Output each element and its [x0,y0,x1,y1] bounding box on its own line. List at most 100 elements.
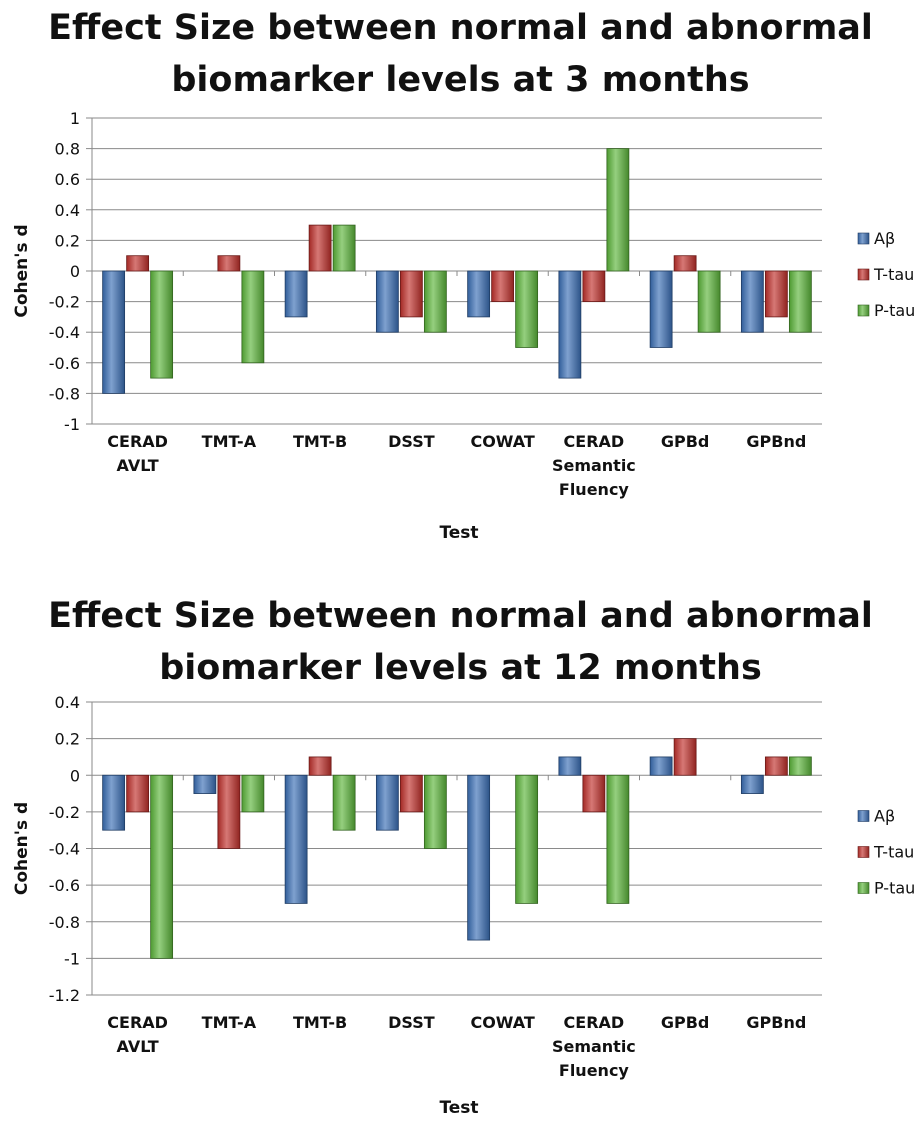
category-label: Fluency [559,480,630,499]
bar-ttau-6 [673,738,697,776]
bar-ttau-1 [217,255,241,272]
y-tick-label: 1 [70,109,80,128]
bar-a-6 [649,270,673,348]
category-label: Semantic [552,456,636,475]
category-label: TMT-B [293,1013,347,1032]
chart-title: Effect Size between normal and abnormal … [0,2,921,106]
legend-label: T-tau [873,843,914,862]
legend-swatch [857,304,870,317]
category-label: TMT-B [293,432,347,451]
category-label: COWAT [470,1013,534,1032]
bar-ptau-3 [423,270,447,333]
legend-label: Aβ [874,229,895,248]
category-label: GPBd [661,432,710,451]
bar-ttau-3 [399,774,423,813]
bar-ptau-0 [150,774,174,959]
y-axis-title: Cohen's d [12,224,32,317]
bar-a-5 [558,756,582,776]
y-tick-label: 0.8 [55,140,80,159]
bar-ttau-7 [764,270,788,318]
y-tick-label: 0.2 [55,231,80,250]
legend-label: P-tau [874,301,915,320]
legend-swatch [857,268,870,281]
y-tick-label: 0.4 [55,201,80,220]
bar-ttau-2 [308,756,332,776]
y-tick-label: 0.2 [55,730,80,749]
y-tick-label: -0.8 [49,913,80,932]
bar-ptau-6 [697,270,721,333]
y-tick-label: 0 [70,262,80,281]
category-label: CERAD [564,432,625,451]
y-tick-label: -0.6 [49,876,80,895]
legend-swatch [857,846,870,858]
bar-a-1 [193,774,217,794]
category-label: GPBnd [746,1013,806,1032]
bar-ttau-5 [582,774,606,813]
bar-ptau-2 [332,774,356,831]
bar-ttau-1 [217,774,241,849]
category-label: DSST [388,1013,435,1032]
y-tick-label: -1.2 [49,986,80,1005]
category-label: CERAD [564,1013,625,1032]
y-tick-label: -0.2 [49,293,80,312]
bar-ttau-2 [308,224,332,272]
bar-ptau-4 [515,270,539,348]
bar-chart-12-months: 0.4 0.2 0 -0.2 -0.4 -0.6 -0.8 -1 -1.2 CERAD AVLT TM… [12,693,915,1118]
bar-ptau-0 [150,270,174,379]
chart-title: Effect Size between normal and abnormal … [0,590,921,694]
bar-ptau-5 [606,148,630,272]
bar-a-3 [375,774,399,831]
legend-label: P-tau [874,879,915,898]
category-label: TMT-A [202,432,257,451]
bar-ttau-0 [126,255,150,272]
category-label: AVLT [117,456,159,475]
bar-ttau-5 [582,270,606,303]
bar-ptau-2 [332,224,356,272]
bar-a-0 [102,270,126,394]
bar-ttau-4 [491,270,515,303]
bar-ttau-6 [673,255,697,272]
chart-title-line: Effect Size between normal and abnormal [48,8,873,48]
category-label: COWAT [470,432,534,451]
bar-ttau-0 [126,774,150,813]
y-tick-label: -0.4 [49,323,80,342]
bar-ptau-7 [788,270,812,333]
category-label: GPBd [661,1013,710,1032]
chart-title-line: biomarker levels at 3 months [171,60,750,100]
y-tick-label: -0.2 [49,803,80,822]
y-tick-label: 0.6 [55,170,80,189]
bar-a-0 [102,774,126,831]
y-tick-label: -1 [64,415,80,434]
category-label: CERAD [107,1013,168,1032]
bar-ptau-5 [606,774,630,904]
y-tick-label: 0 [70,766,80,785]
bar-a-4 [467,774,491,941]
legend-label: T-tau [873,265,914,284]
chart-panel-3-months: Effect Size between normal and abnormal … [0,0,921,560]
bar-a-6 [649,756,673,776]
category-label: Fluency [559,1061,630,1080]
bar-a-7 [740,774,764,794]
bar-a-3 [375,270,399,333]
bar-chart-3-months: 1 0.8 0.6 0.4 0.2 0 -0.2 -0.4 -0.6 -0.8 -1 CERAD AVL… [12,109,915,543]
bar-a-2 [284,270,308,318]
category-label: AVLT [117,1037,159,1056]
bar-a-2 [284,774,308,904]
bar-a-7 [740,270,764,333]
bar-ptau-1 [241,774,265,813]
x-axis-title: Test [439,1098,478,1118]
chart-title-line: Effect Size between normal and abnormal [48,596,873,636]
bar-ptau-4 [515,774,539,904]
category-label: TMT-A [202,1013,257,1032]
bar-ptau-3 [423,774,447,849]
category-label: GPBnd [746,432,806,451]
legend-swatch [857,882,870,894]
bar-a-5 [558,270,582,379]
legend-swatch [857,232,870,245]
bar-ptau-7 [788,756,812,776]
category-label: DSST [388,432,435,451]
chart-title-line: biomarker levels at 12 months [159,648,762,688]
y-tick-label: -0.4 [49,840,80,859]
bar-ptau-1 [241,270,265,364]
bar-ttau-7 [764,756,788,776]
